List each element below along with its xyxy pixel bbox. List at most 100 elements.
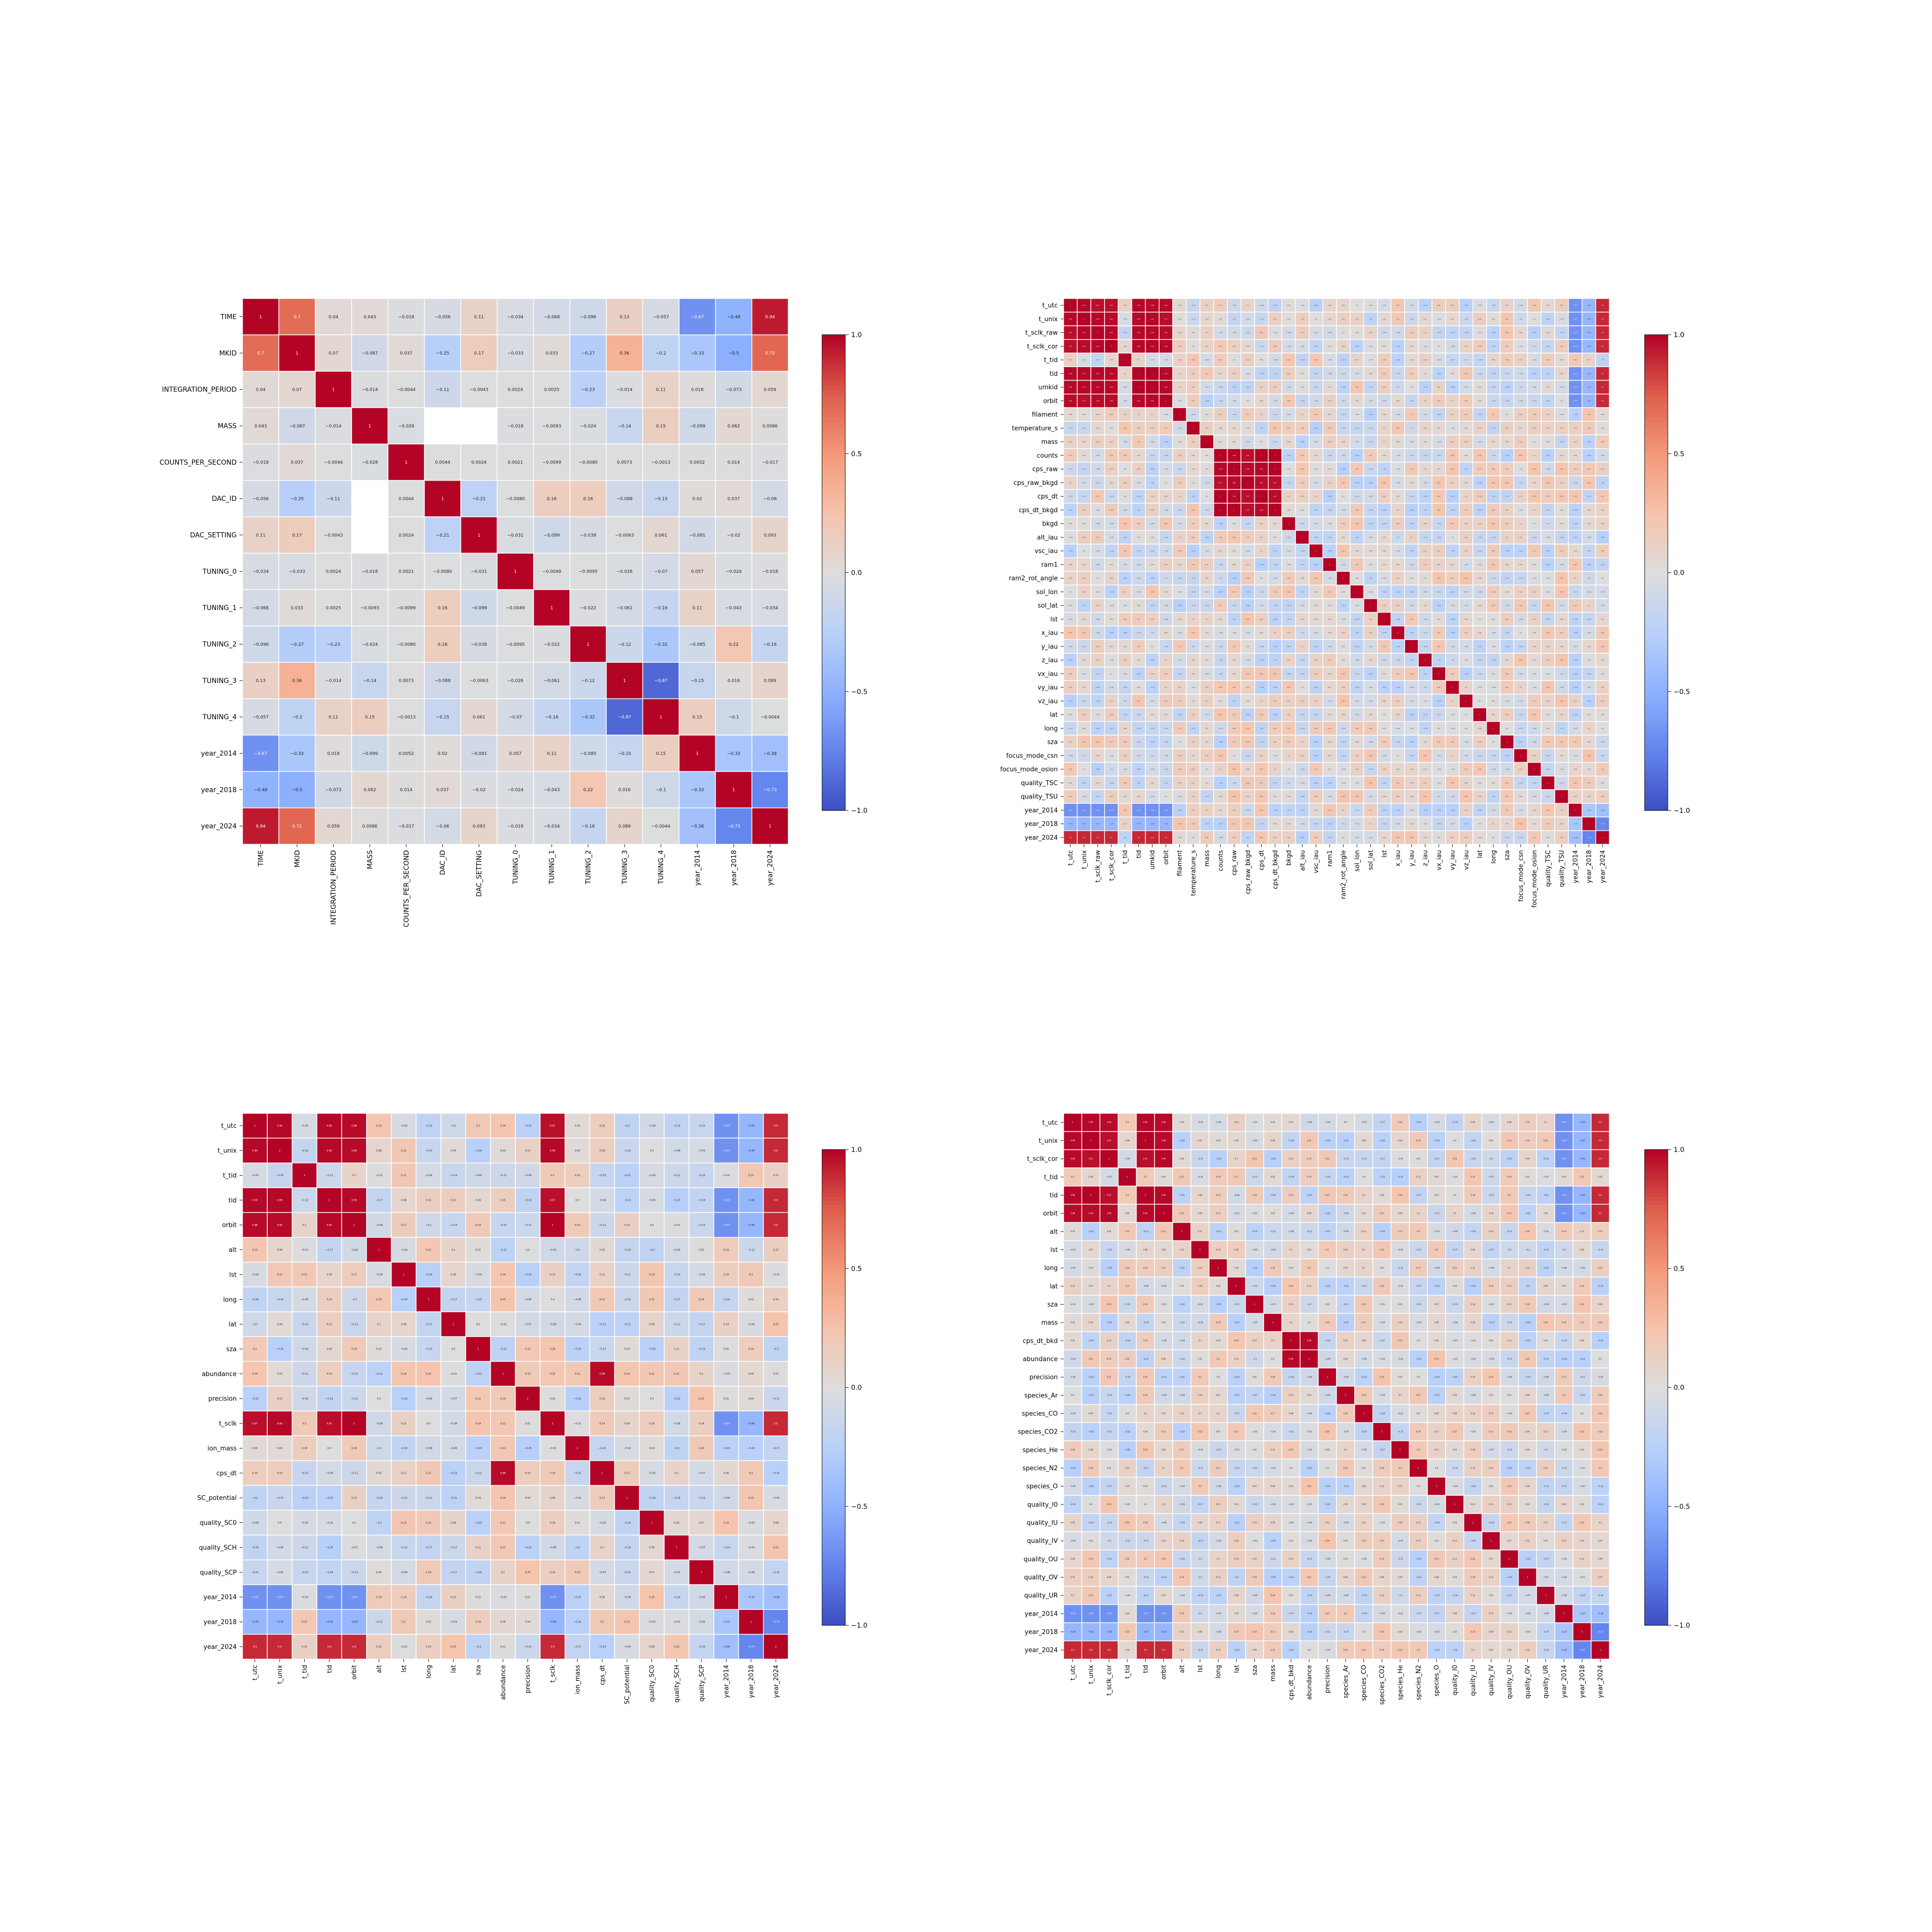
cell-value-2-9-36: 0.13 (1560, 427, 1563, 429)
cell-value-2-19-22: 0.01 (1369, 564, 1372, 566)
colorbar-segment (1645, 584, 1668, 589)
cell-value-2-21-1: 0.12 (1082, 591, 1086, 593)
heatmap-cell-1-1-5 (424, 334, 461, 372)
cell-value-1-3-4: −0.028 (398, 424, 414, 429)
cell-value-2-25-33: −0.16 (1519, 645, 1523, 647)
cell-value-1-1-8: 0.033 (545, 351, 558, 356)
cell-value-2-25-36: 0.08 (1560, 645, 1563, 647)
cell-value-2-21-39: −0.07 (1600, 591, 1605, 593)
cell-value-2-20-1: 0.15 (1082, 577, 1086, 579)
cell-value-1-4-7: 0.0021 (508, 460, 523, 465)
column-label: year_2024 (1599, 850, 1606, 883)
cell-value-2-24-31: −0.05 (1491, 632, 1495, 634)
cell-value-2-18-22: 0.04 (1369, 550, 1372, 552)
cell-value-2-25-19: −0.09 (1327, 645, 1332, 647)
cell-value-1-9-13: 0.22 (729, 642, 739, 647)
colorbar-segment (1645, 473, 1668, 478)
cell-value-2-3-20: 0.09 (1342, 345, 1345, 347)
cell-value-3-14-10: 0.98 (500, 1472, 506, 1475)
cell-value-2-13-22: −0.23 (1368, 482, 1373, 483)
cell-value-2-28-3: −0.08 (1109, 686, 1113, 688)
cell-value-2-21-5: −0.04 (1136, 591, 1141, 593)
cell-value-2-28-6: −0.22 (1150, 686, 1154, 688)
cell-value-1-7-1: −0.033 (289, 569, 305, 574)
cell-value-2-10-6: −0.07 (1150, 441, 1154, 443)
cell-value-2-24-34: 0.06 (1533, 632, 1536, 634)
colorbar-segment (822, 735, 845, 739)
cell-value-2-32-37: 0.2 (1574, 741, 1577, 743)
cell-value-2-15-27: 0.23 (1437, 509, 1441, 511)
cell-value-3-8-18: −0.17 (698, 1323, 705, 1326)
cell-value-2-19-11: −0.12 (1218, 564, 1222, 566)
cell-value-3-14-6: 0.12 (401, 1472, 406, 1475)
cell-value-2-39-25: 0.22 (1410, 837, 1413, 838)
cell-value-2-15-31: 0.18 (1492, 509, 1495, 511)
cell-value-2-7-37: −0.67 (1573, 400, 1577, 402)
colorbar-segment (822, 457, 845, 462)
cell-value-2-21-7: 0.05 (1165, 591, 1168, 593)
colorbar-segment (1645, 655, 1668, 660)
cell-value-3-13-7: −0.08 (425, 1447, 432, 1450)
cell-value-2-30-15: −0.21 (1273, 714, 1277, 716)
cell-value-3-5-8: 0.1 (452, 1249, 455, 1251)
cell-value-2-35-6: 0.05 (1151, 782, 1154, 784)
cell-value-2-20-13: 0.22 (1246, 577, 1250, 579)
heatmap-cell-1-0-0 (242, 298, 280, 336)
cell-value-2-13-2: −0.11 (1095, 482, 1100, 483)
cell-value-2-21-23: −0.18 (1382, 591, 1386, 593)
cell-value-2-3-30: 0.16 (1478, 345, 1481, 347)
cell-value-3-10-1: 0.03 (277, 1373, 282, 1376)
cell-value-3-21-9: −0.2 (475, 1646, 481, 1648)
cell-value-2-36-22: −0.07 (1368, 796, 1373, 797)
cell-value-2-10-7: −0.23 (1164, 441, 1168, 443)
cell-value-2-35-4: 0.18 (1123, 782, 1127, 784)
cell-value-2-35-12: −0.09 (1232, 782, 1236, 784)
cell-value-2-13-36: 0.12 (1560, 482, 1563, 483)
colorbar-segment (1645, 390, 1668, 395)
cell-value-2-15-35: −0.17 (1546, 509, 1550, 511)
cell-value-1-8-14: −0.034 (762, 606, 779, 611)
cell-value-3-14-17: 0.1 (675, 1472, 679, 1475)
colorbar-segment (822, 473, 845, 478)
cell-value-2-26-20: 0.03 (1342, 659, 1345, 661)
heatmap-cell-1-2-12 (679, 370, 716, 408)
cell-value-3-4-18: −0.13 (698, 1224, 705, 1227)
cell-value-2-36-13: 0.12 (1246, 796, 1250, 797)
cell-value-3-3-21: 0.9 (774, 1199, 778, 1202)
cell-value-3-0-13: 0.04 (575, 1124, 580, 1127)
cell-value-3-6-9: −0.04 (474, 1274, 482, 1277)
row-label: TUNING_4 (202, 713, 237, 721)
cell-value-1-7-12: 0.057 (691, 569, 704, 574)
cell-value-2-21-31: 0.18 (1492, 591, 1495, 593)
cell-value-2-2-31: −0.23 (1491, 332, 1495, 334)
row-label: y_iau (1041, 643, 1058, 651)
colorbar-segment (1645, 600, 1668, 605)
colorbar-segment (822, 592, 845, 597)
cell-value-2-17-2: 0.17 (1096, 536, 1099, 538)
cell-value-2-15-1: 0.14 (1082, 509, 1086, 511)
cell-value-3-2-7: −0.06 (425, 1174, 432, 1177)
cell-value-3-7-3: 0.15 (327, 1298, 332, 1301)
cell-value-1-13-14: −0.73 (764, 788, 777, 793)
cell-value-1-7-14: −0.018 (762, 569, 779, 574)
cell-value-2-5-13: −0.03 (1246, 372, 1250, 374)
cell-value-2-38-10: −0.21 (1205, 823, 1209, 825)
cell-value-2-17-27: −0.15 (1436, 536, 1441, 538)
cell-value-2-13-25: 0.04 (1410, 482, 1413, 483)
cell-value-2-16-36: 0.03 (1560, 523, 1563, 525)
cell-value-1-11-3: 0.15 (365, 715, 375, 720)
cell-value-2-8-0: 0.06 (1069, 413, 1072, 415)
cell-value-2-15-13: 0.97 (1246, 509, 1250, 511)
cell-value-3-0-8: −0.1 (451, 1124, 456, 1127)
cell-value-3-6-6: 1 (403, 1274, 404, 1277)
cell-value-2-18-14: 0.1 (1260, 550, 1263, 552)
cell-value-2-10-15: −0.11 (1273, 441, 1277, 443)
cell-value-2-11-21: −0.24 (1355, 455, 1359, 456)
cell-value-3-20-18: −0.06 (698, 1621, 705, 1624)
colorbar-segment (822, 493, 845, 498)
column-label: t_unix (277, 1665, 284, 1684)
cell-value-1-10-2: −0.014 (326, 679, 342, 683)
cell-value-1-2-11: 0.11 (656, 387, 666, 392)
cell-value-2-39-27: 0.01 (1437, 837, 1441, 838)
cell-value-2-22-5: 0.03 (1137, 605, 1140, 607)
